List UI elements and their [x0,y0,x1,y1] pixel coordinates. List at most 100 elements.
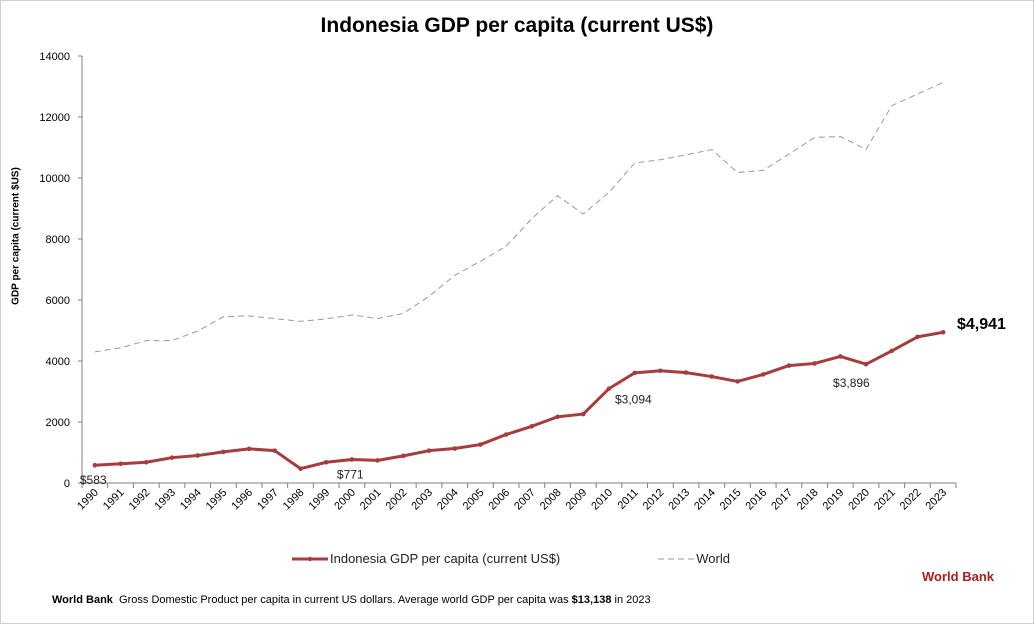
x-tick-label: 2001 [358,487,384,513]
footer-suffix: in 2023 [611,594,651,606]
x-tick-label: 1996 [229,487,255,513]
world-series [94,81,944,353]
indonesia-point [246,446,252,452]
x-tick-label: 1993 [152,487,178,513]
indonesia-point [709,374,715,379]
x-tick-label: 2007 [512,487,538,513]
x-tick-label: 2006 [486,487,512,513]
y-tick-label: 10000 [39,173,70,185]
y-tick-label: 12000 [39,112,70,124]
x-tick-label: 1995 [204,487,230,513]
indonesia-point [838,354,843,359]
data-label-2020: $3,896 [833,376,870,390]
indonesia-point [143,459,149,465]
indonesia-point [503,432,509,437]
x-tick-label: 1990 [75,487,101,513]
indonesia-point [555,414,560,420]
legend-swatch-world [658,558,695,559]
x-tick-label: 1997 [255,487,281,513]
indonesia-point [658,368,663,374]
source-brand: World Bank [922,569,994,584]
x-tick-label: 2014 [692,487,718,513]
indonesia-point [915,334,920,340]
footer-note: World Bank Gross Domestic Product per ca… [52,594,651,606]
indonesia-point [606,386,612,391]
x-tick-label: 2005 [461,487,487,513]
indonesia-point [426,448,432,453]
y-tick-label: 4000 [46,356,70,368]
x-tick-label: 2010 [589,487,615,513]
indonesia-point [118,461,123,467]
indonesia-point [452,446,458,451]
x-tick-label: 2003 [409,487,435,513]
x-tick-label: 2021 [872,487,898,513]
footer-highlight: $13,138 [571,594,612,606]
legend-swatch-indonesia [292,556,328,561]
indonesia-point [478,442,483,447]
indonesia-point [632,370,637,376]
x-tick-label: 1999 [307,487,333,513]
x-tick-label: 2017 [769,487,795,513]
axes: 0 2000 4000 6000 8000 10000 12000 14000 1990 1991… [39,51,957,513]
y-tick-label: 8000 [46,234,70,246]
x-tick-label: 1991 [101,487,127,513]
chart-title: Indonesia GDP per capita (current US$) [320,14,714,37]
indonesia-point [580,411,586,417]
x-tick-label: 2013 [666,487,692,513]
indonesia-point [401,453,406,459]
x-tick-label: 2023 [923,487,949,513]
x-tick-label: 2002 [384,487,410,513]
indonesia-point [169,455,175,460]
x-tick-label: 1994 [178,487,204,513]
x-tick-label: 1998 [281,487,307,513]
x-tick-label: 2022 [898,487,924,513]
x-tick-label: 2012 [641,487,667,513]
indonesia-point [221,449,226,455]
x-tick-label: 2008 [538,487,564,513]
x-tick-label: 1992 [127,487,153,513]
indonesia-point [786,363,792,368]
indonesia-point [323,459,329,465]
indonesia-point [683,370,689,375]
indonesia-point [298,466,303,471]
x-tick-label: 2004 [435,487,461,513]
last-value-label: $4,941 [957,316,1006,333]
y-tick-label: 0 [64,478,70,490]
indonesia-point [272,448,278,453]
indonesia-point [529,423,535,429]
y-tick-label: 2000 [46,417,70,429]
indonesia-point [940,329,946,335]
x-tick-label: 2000 [332,487,358,513]
legend-label-world: World [696,551,730,566]
data-label-2000: $771 [337,467,364,481]
x-tick-label: 2015 [718,487,744,513]
data-label-1990: $583 [80,473,107,487]
x-tick-label: 2011 [616,487,641,512]
indonesia-point [375,458,380,463]
legend-item-world: World [656,551,730,566]
x-tick-label: 2016 [744,487,770,513]
indonesia-point [735,379,740,384]
footer-text: Gross Domestic Product per capita in cur… [119,594,572,606]
x-tick-label: 2020 [846,487,872,513]
indonesia-point [812,361,817,366]
legend-item-indonesia: Indonesia GDP per capita (current US$) [290,551,560,566]
indonesia-point [92,462,98,468]
data-label-2010: $3,094 [615,393,652,407]
x-tick-label: 2018 [795,487,821,513]
indonesia-point [889,348,895,354]
legend: Indonesia GDP per capita (current US$) W… [290,551,730,566]
world-line [94,81,944,353]
legend-label-indonesia: Indonesia GDP per capita (current US$) [330,551,561,566]
x-tick-label: 2019 [821,487,847,513]
y-tick-label: 14000 [39,51,70,63]
indonesia-point [760,372,766,377]
annotations: $583 $771 $3,094 $3,896 [80,376,870,487]
indonesia-series [92,329,946,471]
y-tick-label: 6000 [46,295,70,307]
indonesia-point [195,453,200,458]
indonesia-point [863,361,869,367]
x-tick-label: 2009 [564,487,590,513]
indonesia-line [94,330,944,471]
